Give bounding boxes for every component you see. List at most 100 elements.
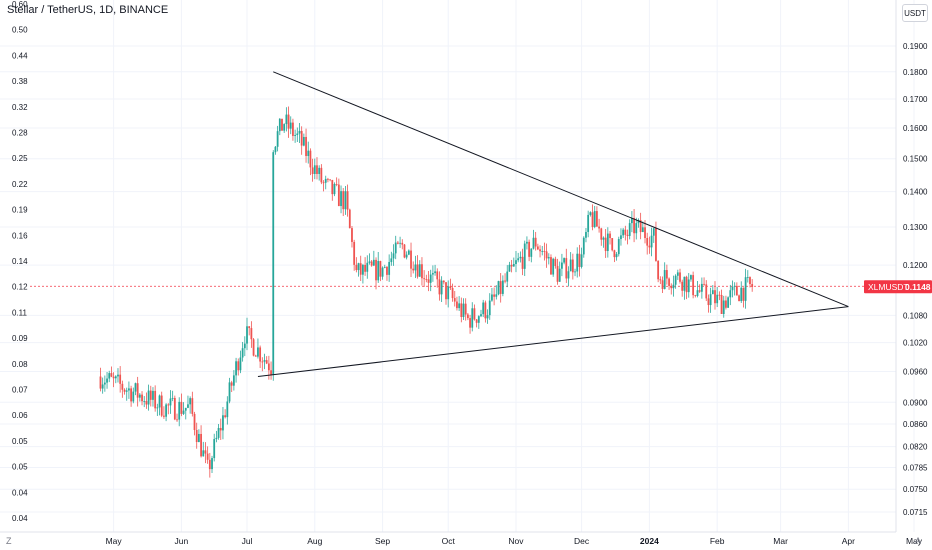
candle-body xyxy=(125,390,128,392)
candle-body xyxy=(440,280,443,295)
candle-body xyxy=(353,241,356,265)
candle-body xyxy=(235,361,237,376)
candle-body xyxy=(480,314,482,317)
x-tick-label: Dec xyxy=(574,536,590,546)
candle-body xyxy=(606,233,609,252)
x-tick-label: Feb xyxy=(710,536,725,546)
candle-body xyxy=(504,280,506,282)
right-tick-label: 0.0960 xyxy=(903,368,928,377)
horizontal-gridlines xyxy=(0,45,896,513)
candle-body xyxy=(591,212,594,227)
candle-body xyxy=(668,278,670,286)
candle-body xyxy=(681,281,684,291)
left-tick-label: 0.04 xyxy=(12,488,28,497)
candle-body xyxy=(729,290,732,298)
candle-body xyxy=(300,130,303,146)
candle-body xyxy=(622,229,625,236)
candle-body xyxy=(99,376,102,389)
candle-body xyxy=(628,223,631,236)
candle-body xyxy=(359,263,362,275)
candle-body xyxy=(197,433,200,442)
candle-body xyxy=(379,261,382,277)
candle-body xyxy=(195,429,198,442)
candle-body xyxy=(169,398,172,406)
candle-body xyxy=(206,453,209,460)
candle-body xyxy=(101,384,104,389)
candle-body xyxy=(692,275,695,296)
x-tick-label: Aug xyxy=(307,536,322,546)
candle-body xyxy=(191,398,194,414)
candle-body xyxy=(217,427,220,438)
candle-body xyxy=(456,301,458,309)
x-tick-label: Sep xyxy=(375,536,390,546)
candle-body xyxy=(342,191,345,210)
candle-body xyxy=(390,258,393,263)
left-tick-label: 0.25 xyxy=(12,154,28,163)
left-tick-label: 0.50 xyxy=(12,26,28,35)
right-tick-label: 0.1700 xyxy=(903,95,928,104)
right-tick-label: 0.1900 xyxy=(903,42,928,51)
candle-body xyxy=(270,370,272,375)
candle-body xyxy=(558,268,561,282)
right-tick-label: 0.1600 xyxy=(903,124,928,133)
candle-body xyxy=(117,374,119,377)
candle-body xyxy=(108,373,111,379)
candle-body xyxy=(110,373,113,377)
auto-scale-button[interactable]: A xyxy=(915,536,922,546)
candle-body xyxy=(202,450,205,457)
candle-body xyxy=(515,260,517,265)
candle-body xyxy=(366,262,369,272)
candle-body xyxy=(346,191,349,210)
candle-body xyxy=(534,237,537,247)
x-tick-label: Oct xyxy=(442,536,456,546)
upper-trendline xyxy=(273,71,849,308)
timezone-marker[interactable]: Z xyxy=(6,536,12,546)
candle-body xyxy=(416,264,419,277)
candle-body xyxy=(213,439,216,459)
candle-body xyxy=(733,285,736,287)
candle-body xyxy=(130,388,133,402)
candle-body xyxy=(725,300,727,308)
candle-body xyxy=(541,251,544,252)
candle-body xyxy=(506,271,509,282)
right-tick-label: 0.0860 xyxy=(903,420,928,429)
candle-body xyxy=(180,401,183,414)
candle-body xyxy=(421,264,423,279)
candle-body xyxy=(536,246,539,250)
candle-body xyxy=(128,388,130,391)
candle-body xyxy=(519,256,522,259)
candle-body xyxy=(491,294,493,301)
candle-body xyxy=(296,133,299,135)
candle-body xyxy=(458,303,461,309)
candle-body xyxy=(248,326,251,329)
candle-body xyxy=(173,397,176,420)
candle-body xyxy=(641,227,644,233)
candle-body xyxy=(178,401,181,420)
candle-body xyxy=(569,259,572,272)
candle-body xyxy=(453,298,456,302)
candle-body xyxy=(672,284,675,289)
candle-body xyxy=(134,383,137,392)
candle-body xyxy=(665,270,668,279)
candle-body xyxy=(119,374,122,384)
candle-body xyxy=(563,258,566,263)
candle-body xyxy=(683,276,686,291)
candle-body xyxy=(460,303,463,317)
candle-body xyxy=(711,290,714,295)
candle-body xyxy=(442,280,445,283)
candle-body xyxy=(187,404,189,408)
left-tick-label: 0.11 xyxy=(12,308,28,317)
candle-body xyxy=(674,275,677,285)
candle-body xyxy=(482,302,485,315)
candle-body xyxy=(396,242,399,244)
candle-body xyxy=(294,134,297,136)
candle-body xyxy=(243,343,246,349)
currency-button[interactable]: USDT xyxy=(902,4,928,22)
right-tick-label: 0.1500 xyxy=(903,155,928,164)
candle-body xyxy=(596,211,598,227)
candle-body xyxy=(263,360,266,362)
candle-body xyxy=(497,281,500,295)
candle-body xyxy=(578,253,581,267)
candle-body xyxy=(265,360,268,364)
